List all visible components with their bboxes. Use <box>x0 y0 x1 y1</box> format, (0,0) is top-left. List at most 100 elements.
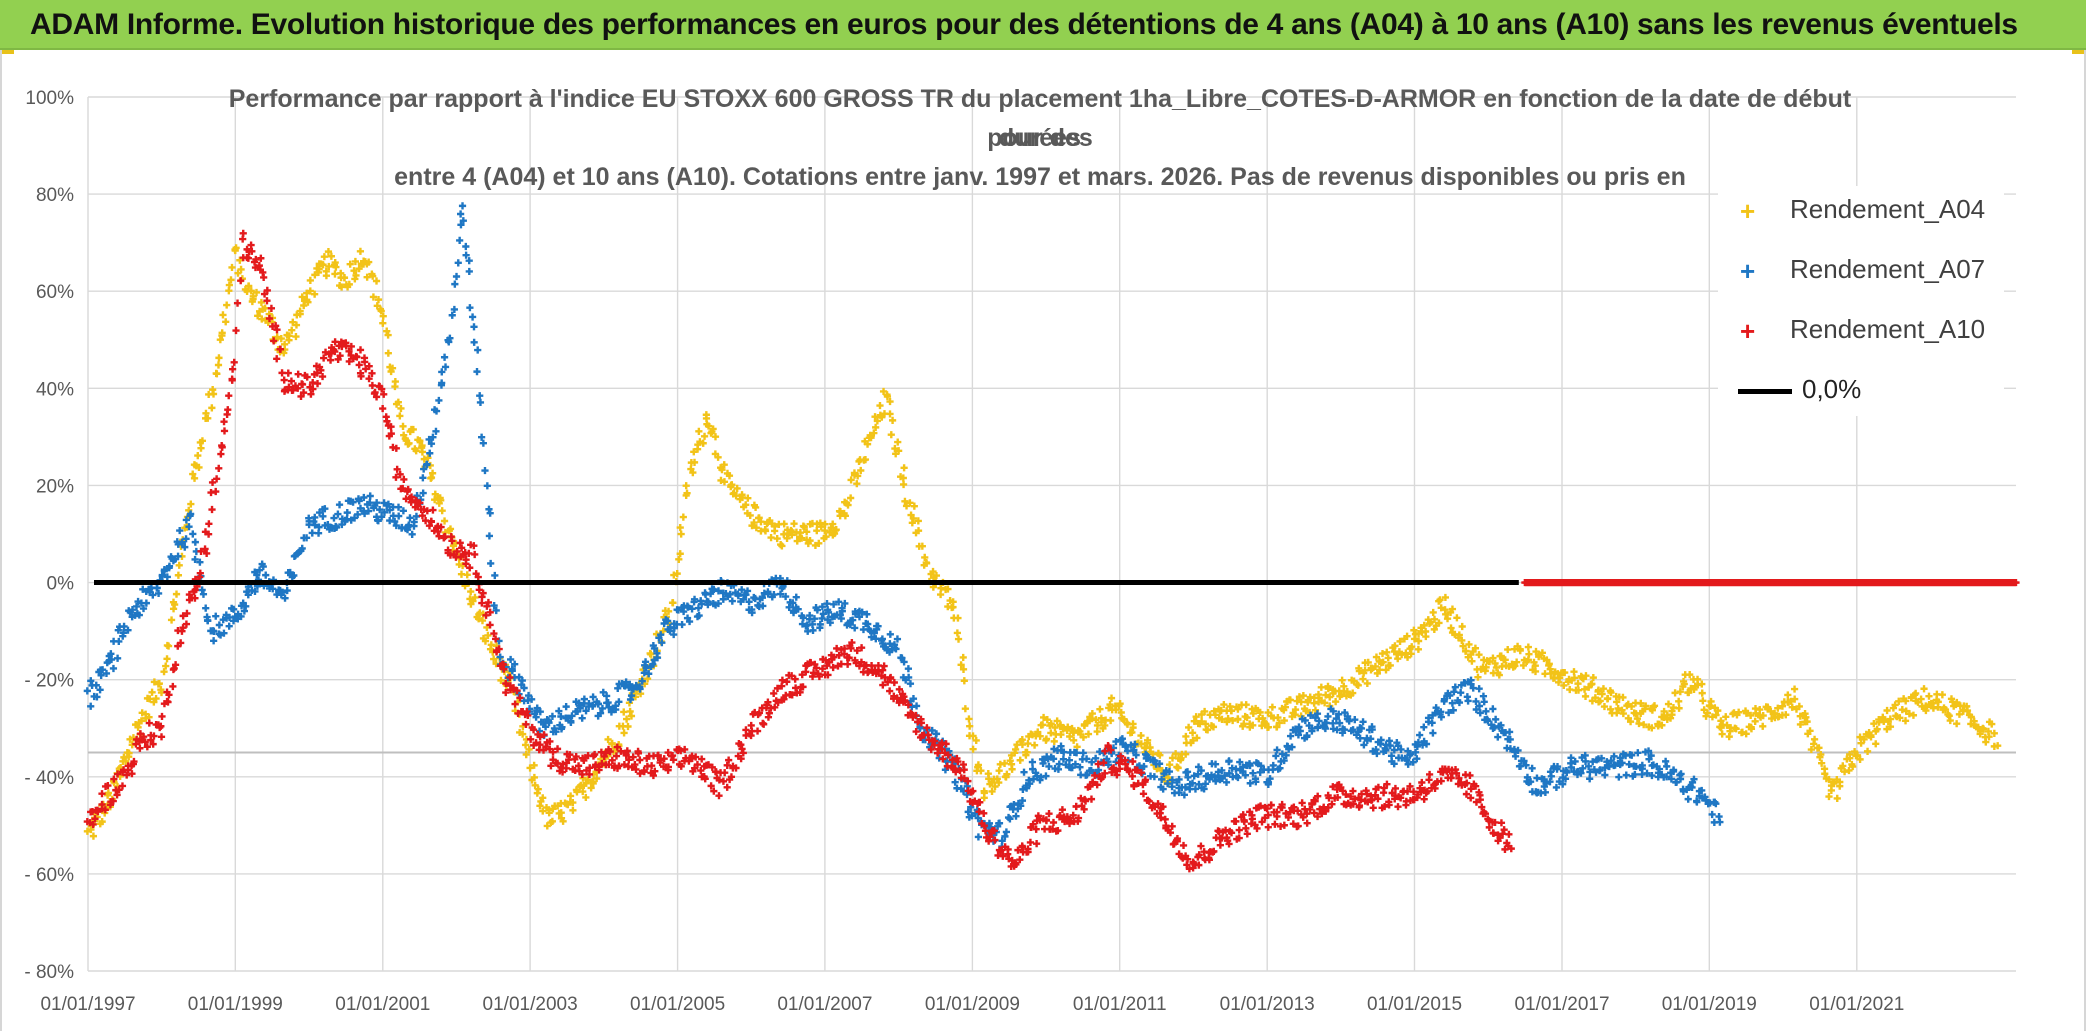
data-point <box>1180 791 1188 799</box>
data-point <box>440 353 449 361</box>
data-point <box>1390 746 1398 754</box>
data-point <box>608 756 616 764</box>
data-point <box>1863 747 1872 755</box>
data-point <box>944 751 952 759</box>
data-point <box>824 671 832 679</box>
data-point <box>1833 794 1841 802</box>
data-point <box>1507 845 1515 853</box>
data-point <box>225 622 233 630</box>
data-point <box>1383 648 1391 656</box>
data-point <box>1585 762 1593 770</box>
data-point <box>247 241 255 249</box>
legend-label-zero: 0,0% <box>1802 374 1862 404</box>
data-point <box>1058 806 1066 814</box>
data-point <box>1089 778 1097 786</box>
data-point <box>352 271 360 280</box>
data-point <box>578 714 586 722</box>
data-point <box>1297 698 1305 706</box>
data-point <box>1647 752 1655 760</box>
data-point <box>470 338 478 346</box>
data-point <box>474 346 482 354</box>
data-point <box>969 787 977 795</box>
data-point <box>710 585 718 594</box>
data-point <box>465 267 473 276</box>
data-point <box>1735 708 1743 716</box>
x-tick-label: 01/01/2009 <box>925 994 1020 1015</box>
data-point <box>953 629 961 637</box>
data-point <box>406 514 414 522</box>
data-point <box>1394 803 1402 811</box>
data-point <box>373 499 381 507</box>
data-point <box>229 365 237 373</box>
data-point <box>1125 767 1133 776</box>
data-point <box>204 414 212 422</box>
data-point <box>1836 778 1844 786</box>
data-point <box>692 753 700 761</box>
data-point <box>416 499 424 507</box>
data-point <box>542 743 550 751</box>
data-point <box>298 293 306 301</box>
data-point <box>636 756 644 764</box>
data-point <box>491 571 499 580</box>
data-point <box>569 798 577 807</box>
data-point <box>1154 800 1162 808</box>
data-point <box>196 569 204 577</box>
data-point <box>1328 800 1336 808</box>
data-point <box>1472 798 1481 806</box>
data-point <box>1020 768 1028 776</box>
data-point <box>438 379 446 387</box>
data-point <box>1411 748 1420 756</box>
data-point <box>1271 820 1279 828</box>
data-point <box>1070 736 1078 744</box>
data-point <box>244 254 252 262</box>
data-point <box>1194 770 1202 778</box>
data-point <box>974 833 983 841</box>
data-point <box>1188 779 1197 787</box>
data-point <box>1472 782 1480 790</box>
data-point <box>580 695 588 703</box>
data-point <box>689 469 697 477</box>
data-point <box>278 588 287 596</box>
data-point <box>1953 720 1961 728</box>
data-point <box>1264 811 1272 819</box>
data-point <box>555 707 563 715</box>
data-point <box>462 251 470 259</box>
data-point <box>154 589 163 598</box>
data-point <box>1597 754 1606 762</box>
data-point <box>451 280 459 288</box>
data-point <box>97 671 105 679</box>
legend-marker-a10: + <box>1740 316 1756 346</box>
data-point <box>1867 733 1875 741</box>
data-point <box>1902 697 1910 705</box>
data-point <box>1092 716 1100 724</box>
data-point <box>715 776 723 784</box>
data-point <box>1193 734 1201 742</box>
data-point <box>457 221 465 229</box>
data-point <box>855 613 864 621</box>
data-point <box>1525 650 1533 658</box>
legend-label-a07: Rendement_A07 <box>1790 254 1986 284</box>
data-point <box>110 775 118 783</box>
data-point <box>626 680 634 688</box>
chart-title-line-1: Performance par rapport à l'indice EU ST… <box>228 85 1852 152</box>
data-point <box>1383 780 1391 788</box>
data-point <box>1181 783 1190 791</box>
data-point <box>1313 812 1322 821</box>
data-point <box>172 590 181 598</box>
data-point <box>798 534 806 542</box>
data-point <box>853 646 861 655</box>
data-point <box>292 332 300 341</box>
data-point <box>1751 717 1759 725</box>
data-point <box>1235 826 1243 834</box>
data-point <box>376 506 384 514</box>
data-point <box>506 673 514 682</box>
data-point <box>918 542 926 550</box>
data-point <box>1256 708 1264 716</box>
data-point <box>1336 719 1344 727</box>
data-point <box>185 506 193 514</box>
data-point <box>1363 679 1371 688</box>
data-point <box>481 637 490 645</box>
data-point <box>1815 744 1823 752</box>
data-point <box>942 740 950 748</box>
data-point <box>128 606 137 614</box>
